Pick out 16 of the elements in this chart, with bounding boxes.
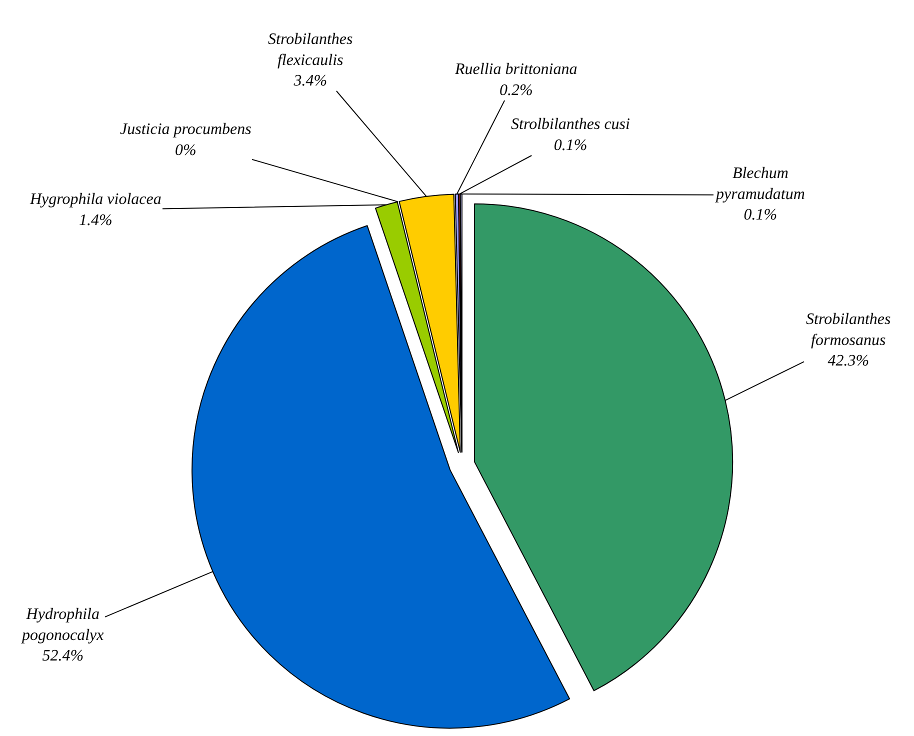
data-label: 52.4% [42, 648, 84, 665]
data-label: 1.4% [79, 212, 112, 229]
slice-label: Hydrophila pogonocalyx [21, 606, 104, 644]
data-label: 3.4% [292, 72, 328, 90]
data-label: 0.1% [744, 206, 778, 224]
data-label: 0.1% [554, 136, 588, 154]
slice-label: Blechum pyramudatum [715, 165, 805, 203]
category-label: Justicia procumbens [120, 121, 252, 138]
slice-label: Strobilanthes formosanus [806, 311, 891, 349]
slice-label: Ruellia brittoniana [454, 61, 578, 78]
slice-label: Strobilanthes flexicaulis [268, 31, 353, 69]
data-label: 0.2% [499, 82, 533, 99]
text: 0% [175, 142, 196, 159]
slice-label: Hygrophila violacea [29, 191, 162, 208]
slice-label: Strolbilanthes cusi [511, 116, 630, 133]
data-label: 42.3% [828, 352, 870, 370]
